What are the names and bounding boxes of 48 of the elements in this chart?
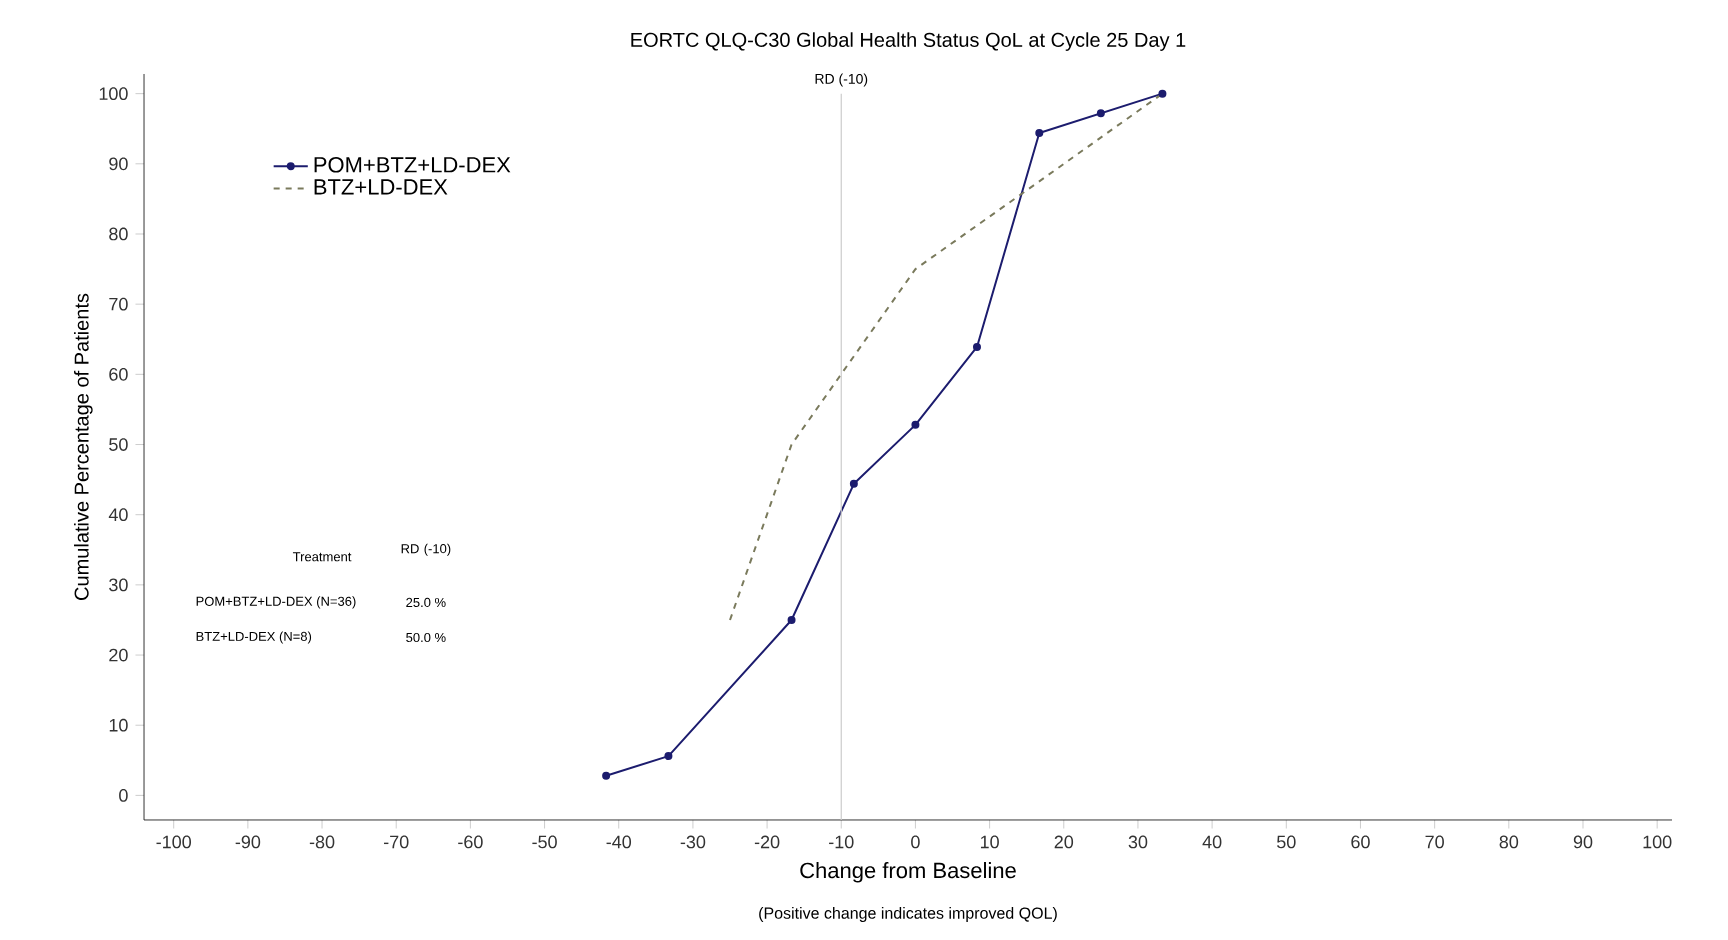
- x-tick-label: -20: [754, 835, 780, 849]
- x-tick-label: -10: [829, 835, 854, 849]
- x-tick-label: 0: [911, 835, 920, 849]
- y-tick-label: 20: [109, 648, 128, 662]
- point: [787, 615, 796, 624]
- x-tick-label: -70: [384, 835, 409, 849]
- x-tick-label: 100: [1643, 835, 1672, 849]
- x-tick-label: 30: [1128, 835, 1148, 849]
- x-tick-label: -90: [235, 835, 261, 849]
- text: (Positive change indicates improved QOL): [759, 907, 1057, 922]
- x-tick-label: 50: [1277, 835, 1296, 849]
- x-tick-label: 90: [1573, 835, 1593, 849]
- y-tick-label: 50: [109, 438, 128, 451]
- y-tick-label: 80: [109, 227, 128, 241]
- point: [602, 771, 611, 780]
- chart-title: EORTC QLQ-C30 Global Health Status QoL at Cycle 25 Day 1: [631, 32, 1186, 51]
- x-tick-label: -30: [680, 835, 706, 849]
- point: [1096, 109, 1105, 118]
- x-tick-label: -80: [309, 835, 335, 849]
- y-tick-label: 70: [109, 297, 128, 311]
- y-tick-label: 0: [119, 789, 128, 802]
- x-tick-label: -50: [532, 835, 557, 849]
- point: [911, 420, 920, 429]
- x-tick-label: 20: [1054, 835, 1074, 849]
- line-series: [728, 92, 1164, 621]
- point: [849, 479, 858, 488]
- x-tick-label: 70: [1425, 835, 1444, 849]
- point: [664, 752, 673, 761]
- point: [1035, 128, 1044, 137]
- x-tick-label: 10: [980, 835, 999, 849]
- x-tick-label: 40: [1202, 835, 1222, 849]
- y-axis-title: Cumulative Percentage of Patients: [74, 293, 93, 600]
- x-tick-label: -40: [606, 835, 632, 849]
- legend-label: BTZ+LD-DEX: [314, 179, 448, 195]
- y-tick-label: 100: [99, 87, 128, 101]
- y-tick-label: 60: [109, 367, 128, 381]
- x-tick-label: -100: [156, 835, 191, 849]
- x-tick-label: -60: [458, 835, 483, 849]
- point: [972, 342, 981, 351]
- y-tick-label: 30: [109, 578, 128, 592]
- point: [1158, 89, 1167, 98]
- y-tick-label: 90: [109, 157, 128, 171]
- y-tick-label: 10: [109, 718, 128, 732]
- x-axis-title: Change from Baseline: [800, 862, 1016, 883]
- x-tick-label: 80: [1499, 835, 1519, 849]
- x-tick-label: 60: [1351, 835, 1370, 849]
- y-tick-label: 40: [108, 508, 128, 522]
- legend-label: POM+BTZ+LD-DEX: [314, 157, 511, 173]
